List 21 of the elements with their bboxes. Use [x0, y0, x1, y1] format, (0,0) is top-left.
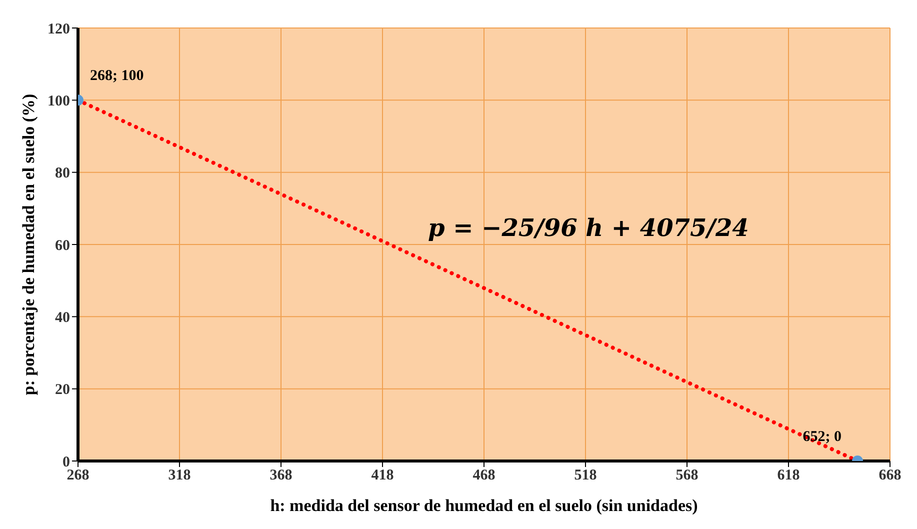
x-tick-label: 618 — [777, 468, 800, 484]
y-tick-label: 0 — [62, 454, 70, 470]
x-tick-label: 268 — [66, 468, 90, 484]
x-tick-label: 418 — [371, 468, 394, 484]
y-tick-label: 120 — [48, 21, 70, 38]
y-tick-label: 40 — [55, 310, 70, 326]
x-tick-label: 318 — [168, 468, 191, 484]
y-tick-label: 20 — [55, 382, 70, 398]
y-tick-label: 100 — [48, 93, 70, 110]
x-tick-label: 668 — [878, 468, 902, 484]
y-axis-title: p: porcentaje de humedad en el suelo (%) — [19, 94, 38, 396]
y-tick-label: 60 — [55, 238, 70, 254]
annotation: p = −25/96 h + 4075/24 — [428, 213, 749, 242]
x-tick-label: 568 — [676, 468, 698, 484]
x-tick-label: 518 — [574, 468, 597, 484]
x-tick-label: 468 — [472, 468, 496, 484]
data-label: 268; 100 — [90, 68, 144, 84]
data-label: 652; 0 — [802, 429, 842, 445]
x-axis-title: h: medida del sensor de humedad en el suelo (sin unidades) — [270, 496, 698, 515]
y-tick-label: 80 — [55, 166, 70, 182]
x-tick-label: 368 — [270, 468, 292, 484]
